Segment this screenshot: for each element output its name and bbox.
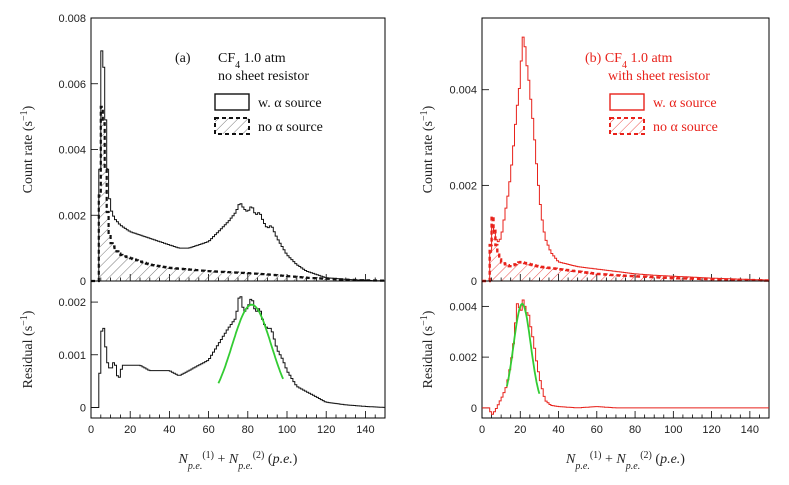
legend-label-no-alpha: no α source: [258, 120, 323, 135]
legend-swatch-no-alpha: [609, 117, 645, 135]
x-tick-label: 40: [552, 424, 564, 436]
y-tick-label: 0.008: [58, 13, 86, 25]
y-tick-label: 0.001: [58, 350, 86, 362]
gaussian-fit-curve: [506, 302, 541, 395]
residual-series: [91, 296, 385, 408]
x-axis-title: Np.e.(1) + Np.e.(2) (p.e.): [565, 450, 685, 472]
y-tick-label: 0.002: [58, 210, 86, 222]
x-tick-label: 40: [163, 424, 175, 436]
legend-label-w-alpha: w. α source: [258, 96, 322, 111]
y-tick-label: 0.002: [449, 180, 477, 192]
x-tick-label: 60: [591, 424, 603, 436]
series-fill-no-alpha: [482, 216, 769, 281]
bottom-frame: [481, 280, 770, 419]
y-axis-title-top: Count rate (s−1): [19, 105, 37, 193]
y-tick-label: 0: [471, 403, 477, 415]
x-axis-title: Np.e.(1) + Np.e.(2) (p.e.): [178, 450, 298, 472]
legend-label-w-alpha: w. α source: [653, 96, 717, 111]
annotation-label: (b) CF4 1.0 atm: [585, 51, 673, 71]
y-tick-label: 0.002: [449, 352, 477, 364]
series-line-no-alpha: [482, 215, 769, 283]
annotation-condition: with sheet resistor: [608, 69, 710, 84]
x-tick-label: 0: [479, 424, 485, 436]
x-tick-label: 0: [88, 424, 94, 436]
y-tick-label: 0.006: [58, 79, 86, 91]
y-axis-title-top: Count rate (s−1): [419, 105, 437, 193]
series-line-w-alpha: [91, 50, 385, 282]
y-tick-label: 0: [80, 276, 86, 288]
y-tick-label: 0.004: [449, 301, 477, 313]
legend-label-no-alpha: no α source: [653, 120, 718, 135]
x-tick-label: 140: [356, 424, 374, 436]
y-axis-title-bottom: Residual (s−1): [19, 310, 37, 388]
annotation-label: (a): [175, 51, 191, 66]
legend-swatch-w-alpha: [214, 93, 250, 111]
top-frame: [90, 17, 386, 282]
x-tick-label: 100: [278, 424, 296, 436]
series-line-no-alpha: [91, 105, 385, 283]
legend: w. α source no α source: [214, 93, 323, 135]
y-tick-label: 0: [80, 402, 86, 414]
y-tick-label: 0: [471, 276, 477, 288]
panel-a: 0 0.002 0.004 0.006 0.008 Count rate (s−1) (a)…: [19, 13, 386, 472]
panel-b: 0 0.002 0.004 Count rate (s−1) (b) CF4 1.0 a…: [419, 17, 770, 472]
annotation-condition: no sheet resistor: [218, 69, 309, 84]
y-tick-label: 0.004: [58, 145, 86, 157]
residual-series: [482, 299, 769, 415]
x-tick-label: 20: [124, 424, 136, 436]
legend: w. α source no α source: [609, 93, 718, 135]
x-tick-label: 20: [514, 424, 526, 436]
legend-swatch-w-alpha: [609, 93, 645, 111]
x-tick-label: 140: [741, 424, 759, 436]
top-frame: [481, 17, 770, 282]
y-axis-title-bottom: Residual (s−1): [419, 310, 437, 388]
x-tick-label: 60: [202, 424, 214, 436]
x-tick-label: 80: [242, 424, 254, 436]
x-tick-label: 100: [664, 424, 682, 436]
legend-swatch-no-alpha: [214, 117, 250, 135]
gaussian-fit-curve: [217, 303, 284, 384]
annotation-gas: CF4 1.0 atm: [218, 51, 286, 71]
y-tick-label: 0.004: [449, 85, 477, 97]
x-tick-label: 120: [702, 424, 720, 436]
x-tick-label: 80: [629, 424, 641, 436]
series-fill-no-alpha: [91, 106, 385, 281]
x-tick-label: 120: [317, 424, 335, 436]
y-tick-label: 0.002: [58, 297, 86, 309]
